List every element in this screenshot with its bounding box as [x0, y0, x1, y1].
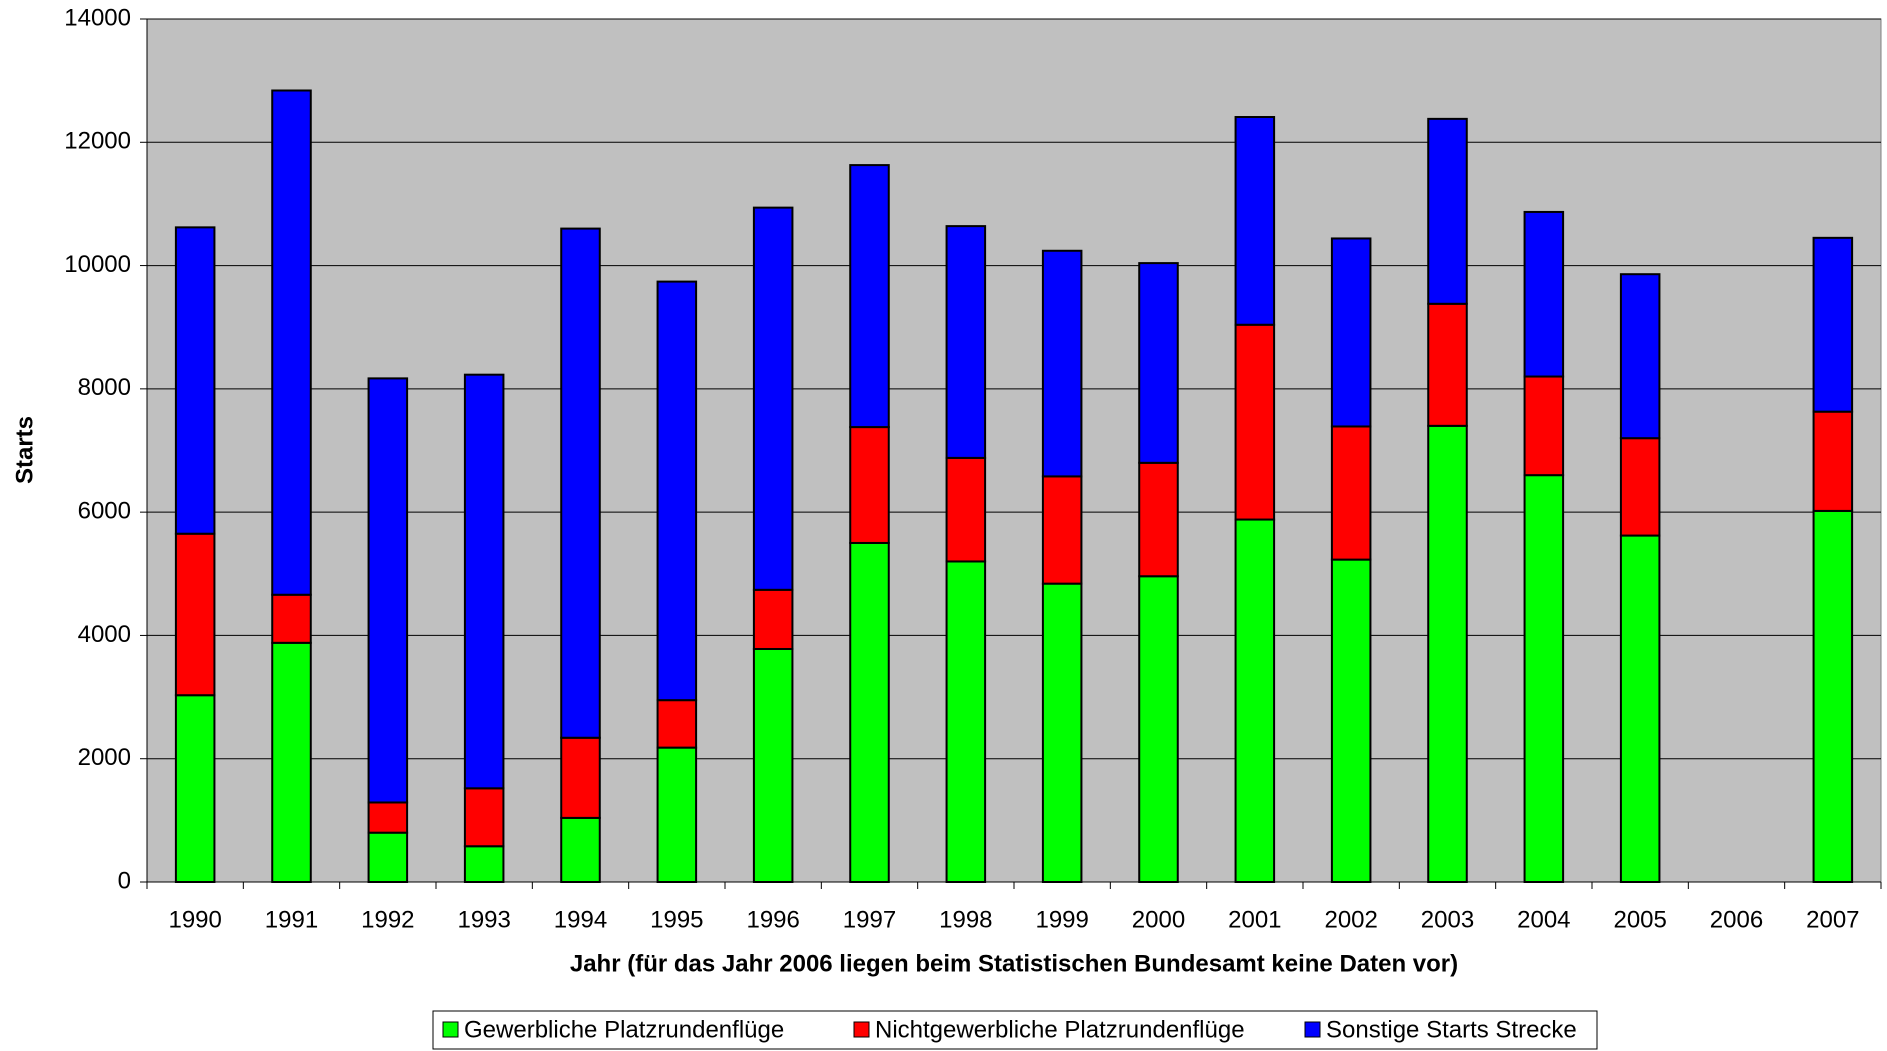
x-tick-label: 2007: [1806, 906, 1859, 933]
bar-segment: [1041, 249, 1083, 478]
bar-segment: [752, 588, 794, 650]
bar-segment: [1041, 582, 1083, 883]
legend-label: Sonstige Starts Strecke: [1326, 1016, 1577, 1043]
bar-segment: [271, 641, 312, 884]
bar-segment: [945, 456, 987, 563]
bar-segment: [1234, 116, 1276, 326]
bar-segment: [1812, 410, 1854, 512]
legend-label: Nichtgewerbliche Platzrundenflüge: [875, 1016, 1245, 1043]
bar-segment: [1234, 518, 1276, 883]
bar-segment: [849, 541, 890, 883]
y-tick-label: 12000: [64, 128, 131, 155]
bar-segment: [174, 532, 216, 697]
bar-segment: [1138, 262, 1179, 464]
y-tick-label: 0: [118, 867, 131, 894]
bar-segment: [1041, 475, 1083, 585]
bar-segment: [1427, 302, 1468, 427]
x-tick-label: 2003: [1421, 906, 1474, 933]
x-tick-label: 1991: [265, 906, 318, 933]
y-tick-label: 14000: [64, 4, 131, 31]
x-tick-label: 1999: [1035, 906, 1088, 933]
y-tick-label: 8000: [78, 374, 131, 401]
x-axis-title: Jahr (für das Jahr 2006 liegen beim Stat…: [570, 950, 1458, 977]
bar-segment: [367, 831, 409, 884]
bar-segment: [1812, 509, 1854, 883]
bar-segment: [367, 801, 409, 834]
y-tick-label: 2000: [78, 744, 131, 771]
bar-segment: [560, 736, 601, 819]
bar-segment: [945, 225, 987, 459]
x-tick-label: 2006: [1710, 906, 1763, 933]
x-tick-label: 2004: [1517, 906, 1570, 933]
x-tick-label: 2005: [1613, 906, 1666, 933]
bar-segment: [945, 560, 987, 883]
bar-segment: [849, 426, 890, 544]
bar-segment: [271, 89, 312, 596]
bar-segment: [1427, 424, 1468, 883]
bar-segment: [1330, 237, 1372, 428]
bar-segment: [1812, 236, 1854, 413]
bar-segment: [1138, 575, 1179, 883]
bar-segment: [1330, 558, 1372, 883]
bar-segment: [656, 746, 698, 884]
bar-segment: [367, 377, 409, 804]
legend-swatch: [442, 1021, 459, 1038]
bar-segment: [463, 787, 505, 848]
bar-segment: [174, 226, 216, 535]
bar-segment: [271, 593, 312, 644]
bar-segment: [656, 280, 698, 702]
plot-area: [146, 18, 1882, 883]
x-tick-label: 1993: [457, 906, 510, 933]
y-tick-label: 10000: [64, 251, 131, 278]
bar-segment: [1523, 474, 1565, 883]
x-tick-label: 1995: [650, 906, 703, 933]
legend-swatch: [1304, 1021, 1321, 1038]
bar-segment: [174, 694, 216, 884]
bar-segment: [560, 227, 601, 739]
legend: [432, 1010, 1598, 1050]
bar-segment: [1138, 461, 1179, 578]
bar-segment: [1619, 437, 1661, 537]
bar-segment: [849, 164, 890, 429]
x-tick-label: 1998: [939, 906, 992, 933]
bar-segment: [1330, 425, 1372, 561]
x-tick-label: 2000: [1132, 906, 1185, 933]
bar-segment: [1523, 210, 1565, 378]
bar-segment: [656, 699, 698, 749]
legend-label: Gewerbliche Platzrundenflüge: [464, 1016, 784, 1043]
x-tick-label: 2001: [1228, 906, 1281, 933]
bar-segment: [1619, 273, 1661, 440]
legend-swatch: [853, 1021, 870, 1038]
x-tick-label: 1992: [361, 906, 414, 933]
y-tick-label: 6000: [78, 497, 131, 524]
y-axis-title: Starts: [11, 416, 38, 484]
x-tick-label: 1997: [843, 906, 896, 933]
x-tick-label: 1990: [168, 906, 221, 933]
bar-segment: [463, 373, 505, 790]
bar-segment: [752, 206, 794, 591]
bar-segment: [752, 647, 794, 883]
bar-segment: [560, 816, 601, 883]
bar-segment: [1427, 117, 1468, 305]
x-tick-label: 2002: [1324, 906, 1377, 933]
bar-segment: [1523, 375, 1565, 477]
bar-segment: [1619, 534, 1661, 883]
y-tick-label: 4000: [78, 621, 131, 648]
x-tick-label: 1996: [746, 906, 799, 933]
bar-segment: [1234, 323, 1276, 521]
x-tick-label: 1994: [554, 906, 607, 933]
bar-segment: [463, 845, 505, 883]
